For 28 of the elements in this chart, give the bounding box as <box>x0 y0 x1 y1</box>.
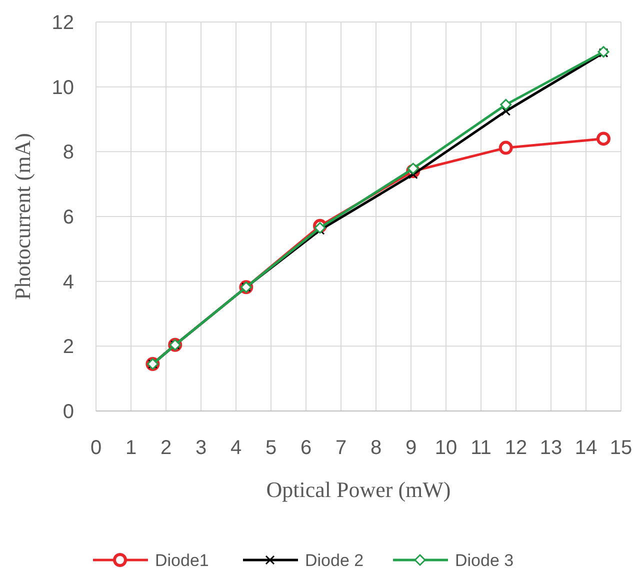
y-tick-label: 10 <box>52 76 74 99</box>
x-tick-label: 11 <box>470 437 492 459</box>
x-tick-label: 6 <box>300 437 312 459</box>
y-tick-label: 4 <box>62 271 74 294</box>
x-tick-label: 4 <box>230 437 242 459</box>
x-tick-label: 2 <box>160 437 172 459</box>
y-axis-title: Photocurrent (mA) <box>10 133 35 300</box>
y-tick-label: 2 <box>62 336 74 358</box>
y-tick-label: 8 <box>62 142 74 164</box>
x-tick-label: 14 <box>574 437 598 459</box>
y-tick-label: 0 <box>62 401 74 423</box>
legend-label: Diode 2 <box>305 551 364 570</box>
x-axis-title: Optical Power (mW) <box>266 477 451 502</box>
x-tick-label: 7 <box>335 437 347 459</box>
x-tick-label: 8 <box>370 437 382 459</box>
x-tick-label: 15 <box>610 437 632 459</box>
x-tick-label: 0 <box>90 437 102 459</box>
legend-label: Diode 3 <box>455 551 514 570</box>
x-tick-label: 5 <box>265 437 277 459</box>
legend-label: Diode1 <box>155 551 209 570</box>
x-tick-label: 9 <box>405 437 417 459</box>
y-tick-label: 6 <box>62 206 74 228</box>
x-tick-label: 12 <box>504 437 528 459</box>
x-tick-label: 10 <box>434 437 458 459</box>
y-tick-label: 12 <box>52 12 74 34</box>
x-tick-label: 13 <box>540 437 562 459</box>
x-tick-label: 1 <box>125 437 137 459</box>
x-tick-label: 3 <box>195 437 207 459</box>
